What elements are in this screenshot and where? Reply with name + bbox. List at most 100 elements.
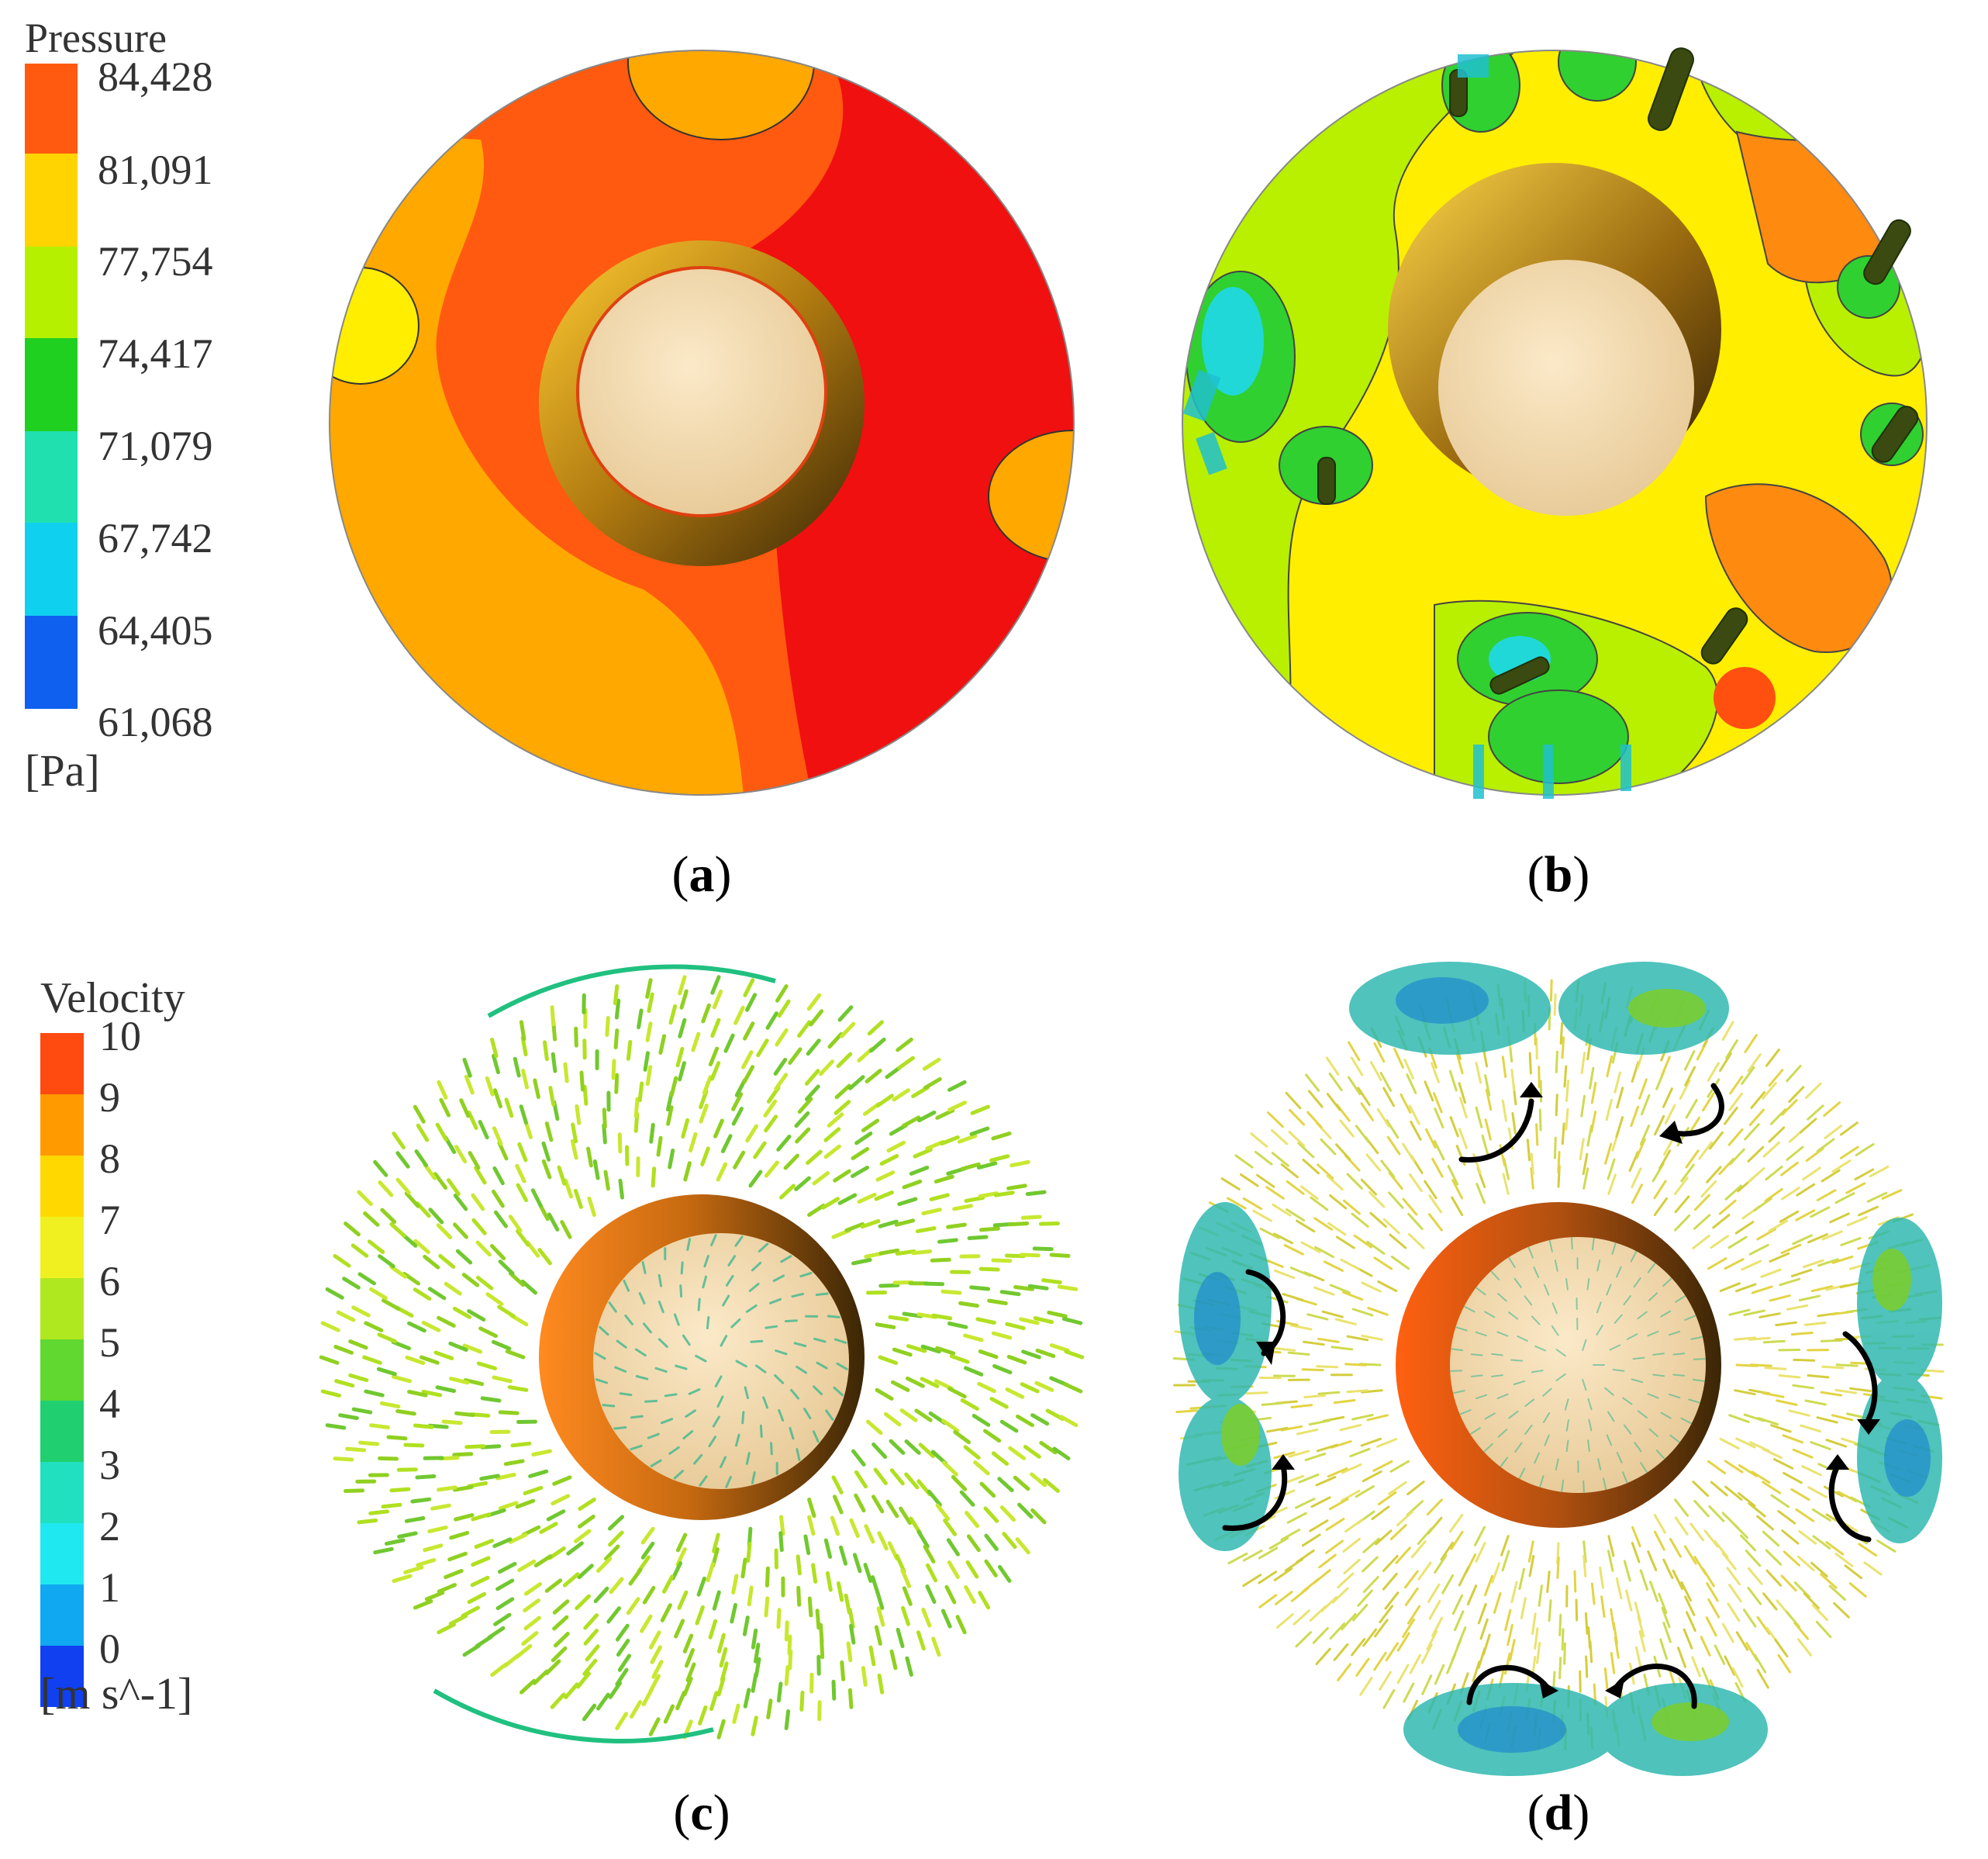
flow-vector bbox=[423, 1543, 444, 1553]
flow-vector bbox=[925, 1584, 937, 1604]
flow-vector bbox=[564, 1682, 579, 1699]
flow-vector bbox=[603, 1170, 610, 1191]
flow-vector bbox=[1508, 1311, 1519, 1320]
flow-vector bbox=[710, 1018, 721, 1038]
flow-vector bbox=[637, 1008, 644, 1030]
flow-vector bbox=[492, 1339, 512, 1351]
flow-vector bbox=[1590, 1582, 1596, 1605]
flow-vector bbox=[1434, 1664, 1445, 1685]
flow-vector bbox=[1750, 1090, 1765, 1109]
flow-vector bbox=[1591, 1238, 1595, 1251]
flow-vector bbox=[851, 1166, 869, 1178]
flow-vector bbox=[890, 1380, 910, 1392]
flow-vector bbox=[368, 1509, 390, 1515]
flow-vector bbox=[463, 1378, 485, 1387]
flow-vector bbox=[1385, 1642, 1399, 1662]
flow-vector bbox=[702, 1075, 713, 1095]
flow-vector bbox=[464, 1444, 486, 1450]
flow-vector bbox=[405, 1355, 426, 1365]
flow-vector bbox=[1839, 1121, 1859, 1136]
flow-vector bbox=[1638, 1078, 1648, 1100]
flow-vector bbox=[369, 1287, 388, 1301]
pressure-band-4 bbox=[25, 338, 78, 431]
flow-vector bbox=[404, 1191, 420, 1208]
flow-vector bbox=[1745, 1550, 1762, 1567]
flow-vector bbox=[1631, 1542, 1641, 1564]
flow-vector bbox=[796, 1554, 802, 1576]
flow-vector bbox=[1496, 1331, 1509, 1337]
flow-vector bbox=[1664, 1104, 1676, 1125]
flow-vector bbox=[650, 1645, 662, 1664]
flow-vector bbox=[1748, 1502, 1766, 1518]
flow-vector bbox=[892, 1088, 910, 1102]
flow-vector bbox=[1669, 1393, 1681, 1399]
flow-vector bbox=[573, 1188, 583, 1209]
flow-vector bbox=[1719, 1438, 1740, 1450]
flow-vector bbox=[1023, 1445, 1041, 1459]
flow-vector bbox=[983, 1506, 999, 1523]
flow-vector bbox=[1490, 1270, 1500, 1280]
flow-vector bbox=[1346, 1389, 1369, 1394]
flow-vector bbox=[1712, 1214, 1731, 1229]
flow-vector bbox=[1855, 1142, 1875, 1156]
pressure-band-6 bbox=[25, 523, 78, 616]
flow-vector bbox=[1261, 1401, 1284, 1406]
flow-vector bbox=[809, 1009, 824, 1027]
flow-vector bbox=[1362, 1537, 1380, 1553]
flow-vector bbox=[1747, 1145, 1765, 1163]
flow-vector bbox=[1738, 1464, 1758, 1477]
flow-vector bbox=[464, 1074, 475, 1095]
flow-vector bbox=[452, 1452, 474, 1457]
flow-vector bbox=[1451, 1348, 1464, 1352]
flow-vector bbox=[1299, 1185, 1319, 1201]
flow-vector bbox=[993, 1190, 1015, 1197]
flow-vector bbox=[1607, 1550, 1614, 1572]
flow-vector bbox=[1582, 1540, 1587, 1563]
flow-vector bbox=[1501, 1099, 1507, 1122]
velocity-tick: 7 bbox=[99, 1197, 120, 1243]
flow-vector bbox=[1724, 1184, 1742, 1201]
flow-vector bbox=[851, 1449, 866, 1467]
flow-vector bbox=[1684, 1315, 1696, 1321]
flow-vector bbox=[1475, 1287, 1486, 1296]
flow-vector bbox=[741, 1050, 754, 1069]
flow-vector bbox=[1242, 1197, 1263, 1211]
flow-vector bbox=[1693, 1194, 1710, 1211]
flow-vector bbox=[916, 1630, 926, 1651]
flow-vector bbox=[875, 1170, 896, 1182]
flow-vector bbox=[367, 1239, 385, 1254]
flow-vector bbox=[1528, 1052, 1532, 1075]
flow-vector bbox=[1288, 1131, 1306, 1147]
flow-vector bbox=[1539, 1475, 1544, 1488]
flow-vector bbox=[333, 1345, 354, 1355]
flow-vector bbox=[1389, 1233, 1407, 1249]
flow-vector bbox=[1584, 1612, 1589, 1635]
flow-vector bbox=[1509, 1639, 1516, 1661]
flow-vector bbox=[1683, 1545, 1697, 1565]
flow-vector bbox=[362, 1355, 382, 1365]
flow-vector bbox=[615, 1712, 628, 1730]
flow-vector bbox=[1680, 1163, 1695, 1183]
flow-vector bbox=[1662, 1558, 1674, 1579]
flow-vector bbox=[1660, 1056, 1671, 1077]
panel-label-a: (a) bbox=[671, 846, 732, 903]
flow-vector bbox=[682, 1633, 694, 1653]
flow-vector bbox=[1844, 1564, 1863, 1580]
flow-vector bbox=[1484, 1412, 1496, 1420]
flow-vector bbox=[515, 1163, 526, 1183]
flow-vector bbox=[520, 1279, 537, 1295]
flow-vector bbox=[1344, 1363, 1367, 1367]
flow-vector bbox=[1431, 1616, 1444, 1637]
flow-vector bbox=[904, 1439, 921, 1455]
flow-vector bbox=[1420, 1643, 1433, 1664]
flow-vector bbox=[1783, 1471, 1803, 1484]
flow-vector bbox=[706, 1316, 710, 1329]
flow-vector bbox=[407, 1390, 428, 1398]
flow-vector bbox=[875, 1589, 885, 1610]
flow-vector bbox=[1266, 1426, 1289, 1433]
flow-vector bbox=[998, 1564, 1012, 1583]
flow-vector bbox=[616, 1639, 630, 1657]
flow-vector bbox=[1781, 1529, 1800, 1545]
flow-vector bbox=[823, 1538, 833, 1559]
flow-vector bbox=[448, 1341, 468, 1352]
